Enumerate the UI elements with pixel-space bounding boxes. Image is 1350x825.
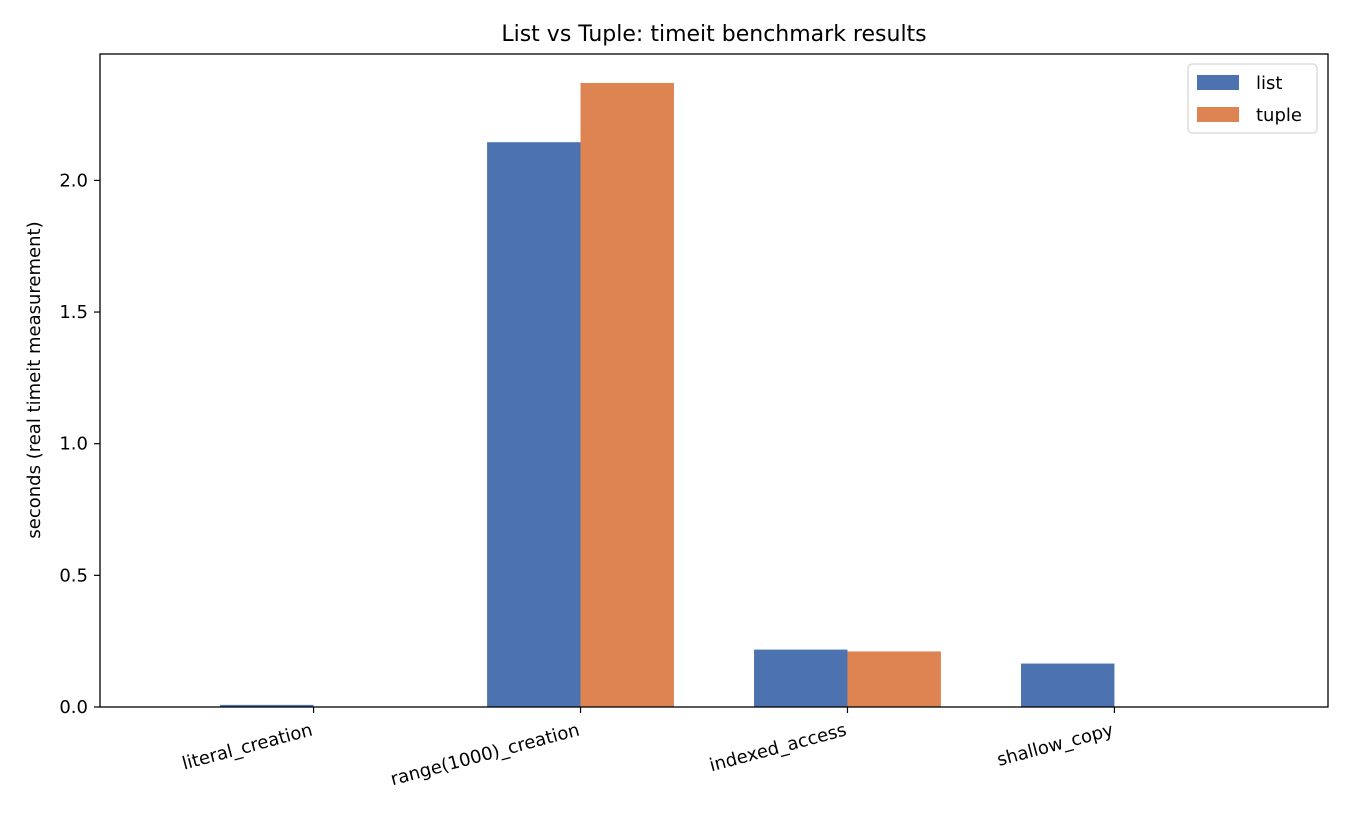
bar-tuple-range(1000)_creation	[581, 83, 674, 707]
bar-list-indexed_access	[754, 650, 847, 707]
legend-label-tuple: tuple	[1256, 105, 1302, 126]
plot-frame	[100, 54, 1328, 707]
x-tick-label: indexed_access	[707, 720, 848, 777]
bar-list-shallow_copy	[1021, 664, 1114, 707]
x-tick-label: literal_creation	[180, 720, 315, 775]
y-axis-label: seconds (real timeit measurement)	[24, 221, 45, 538]
x-ticks: literal_creation range(1000)_creation inde…	[180, 707, 1116, 790]
legend-swatch-list	[1197, 75, 1239, 90]
bar-tuple-indexed_access	[847, 651, 940, 707]
x-tick-label: range(1000)_creation	[388, 720, 581, 791]
legend: list tuple	[1188, 64, 1317, 133]
y-tick-label: 1.0	[59, 434, 88, 455]
x-tick-label: shallow_copy	[995, 719, 1116, 770]
bar-list-range(1000)_creation	[487, 142, 580, 707]
y-tick-label: 0.5	[59, 565, 88, 586]
legend-label-list: list	[1256, 73, 1282, 94]
chart-title: List vs Tuple: timeit benchmark results	[501, 22, 926, 47]
bars-group	[220, 83, 1208, 707]
y-tick-label: 2.0	[59, 170, 88, 191]
y-tick-label: 1.5	[59, 302, 88, 323]
legend-swatch-tuple	[1197, 107, 1239, 122]
y-ticks: 0.0 0.5 1.0 1.5 2.0	[59, 170, 100, 718]
y-tick-label: 0.0	[59, 697, 88, 718]
